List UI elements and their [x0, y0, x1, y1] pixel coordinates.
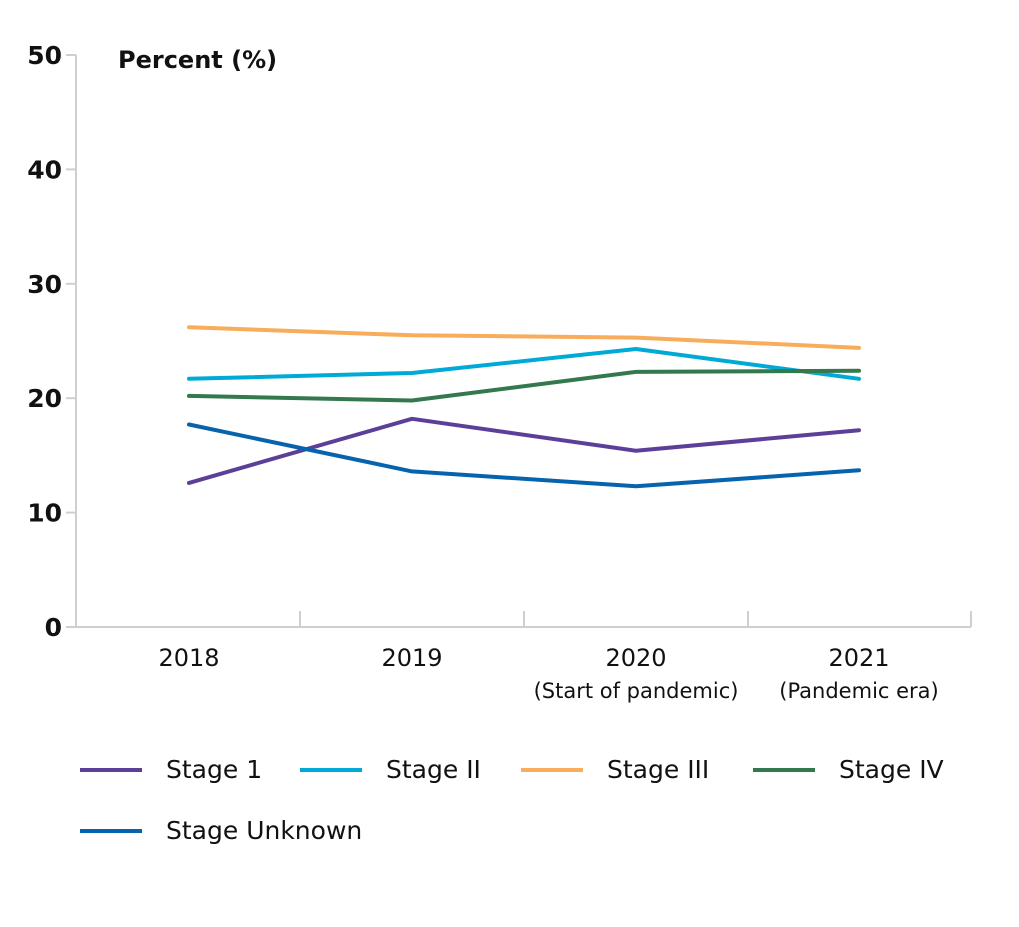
legend-label: Stage IV	[839, 755, 944, 784]
x-tick-labels: 2018 2019 2020 (Start of pandemic) 2021 (Pand…	[158, 644, 938, 703]
legend-swatch	[753, 767, 815, 772]
series-line-stage-iii	[187, 325, 861, 350]
y-axis-label: Percent (%)	[118, 46, 277, 74]
x-tick-label: 2018	[158, 644, 219, 672]
legend-swatch	[521, 767, 583, 772]
series-line-stage-unknown	[187, 422, 861, 489]
series-line-stage-iv	[187, 368, 861, 403]
y-tick-label: 10	[27, 499, 62, 528]
series-lines	[187, 325, 861, 489]
legend-label: Stage II	[386, 755, 481, 784]
y-tick-label: 50	[27, 41, 62, 70]
y-tick-labels: 0 10 20 30 40 50	[27, 41, 62, 642]
line-chart: 0 10 20 30 40 50 Percent (%) 2018 2019 2020 (Sta…	[27, 41, 972, 703]
x-tick-label: 2019	[381, 644, 442, 672]
legend-swatch	[80, 767, 142, 772]
y-tick-label: 30	[27, 270, 62, 299]
y-tick-label: 40	[27, 155, 62, 184]
legend-item: Stage Unknown	[80, 816, 362, 845]
x-tick-label: 2020	[605, 644, 666, 672]
legend-label: Stage 1	[166, 755, 263, 784]
series-line-stage-ii	[187, 347, 861, 381]
legend-label: Stage III	[607, 755, 710, 784]
y-tick-label: 20	[27, 384, 62, 413]
x-tick-sublabel: (Start of pandemic)	[534, 679, 739, 703]
x-tick-label: 2021	[828, 644, 889, 672]
legend-label: Stage Unknown	[166, 816, 363, 845]
x-tick-sublabel: (Pandemic era)	[779, 679, 938, 703]
y-tick-label: 0	[45, 613, 62, 642]
legend-swatch	[80, 828, 142, 833]
legend-item: Stage II	[300, 755, 481, 784]
legend-item: Stage III	[521, 755, 709, 784]
legend-item: Stage 1	[80, 755, 262, 784]
series-line-stage-1	[187, 416, 861, 485]
legend-swatch	[300, 767, 362, 772]
legend-item: Stage IV	[753, 755, 944, 784]
axes	[66, 54, 972, 628]
